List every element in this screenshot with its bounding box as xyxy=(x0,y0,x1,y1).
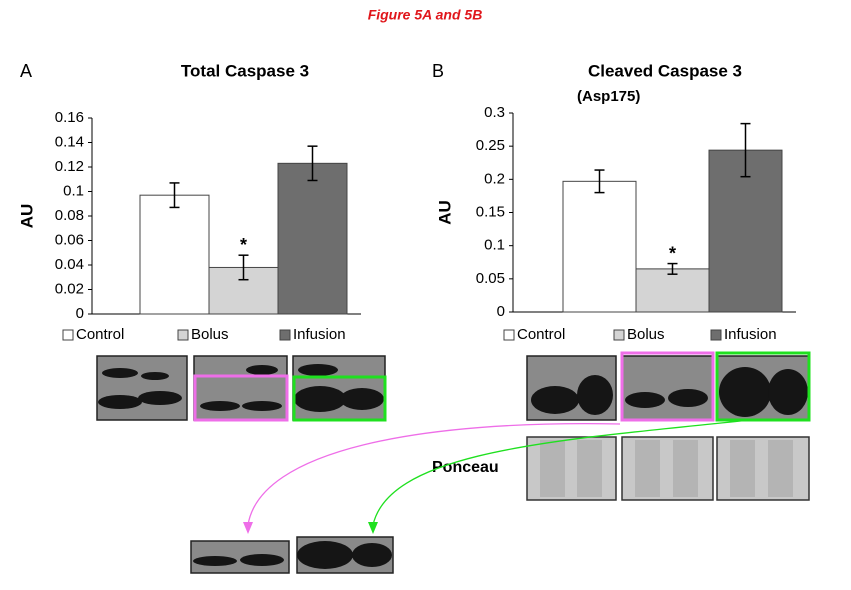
blot-detail xyxy=(190,536,394,574)
y-tick-label: 0.1 xyxy=(484,237,505,254)
chart-title: Cleaved Caspase 3 xyxy=(588,61,742,80)
y-tick-label: 0 xyxy=(497,303,505,320)
panel-letter: B xyxy=(432,61,444,81)
blot-a xyxy=(96,355,387,422)
significance-marker: * xyxy=(669,243,676,263)
y-tick-label: 0.02 xyxy=(55,280,84,297)
error-bar xyxy=(169,182,180,209)
y-tick-label: 0.04 xyxy=(55,256,84,273)
error-bar xyxy=(307,145,318,182)
y-tick-label: 0.14 xyxy=(55,133,84,150)
bar xyxy=(139,194,210,315)
error-bar xyxy=(238,254,249,281)
error-bar xyxy=(740,122,751,178)
legend-swatch xyxy=(503,329,515,341)
legend-label: Infusion xyxy=(293,326,346,343)
error-bar xyxy=(667,262,678,275)
legend-label: Infusion xyxy=(724,326,777,343)
y-tick-label: 0.3 xyxy=(484,104,505,121)
bar xyxy=(562,180,637,313)
bar xyxy=(635,268,710,313)
y-tick-label: 0.16 xyxy=(55,109,84,126)
figure-title: Figure 5A and 5B xyxy=(368,7,483,23)
chart-subtitle: (Asp175) xyxy=(577,88,640,105)
legend-label: Bolus xyxy=(191,326,229,343)
legend-swatch xyxy=(710,329,722,341)
chart-title: Total Caspase 3 xyxy=(181,61,309,80)
legend-swatch xyxy=(613,329,625,341)
legend-swatch xyxy=(279,329,291,341)
y-tick-label: 0.2 xyxy=(484,170,505,187)
y-tick-label: 0.06 xyxy=(55,231,84,248)
bar xyxy=(277,162,348,315)
legend-label: Control xyxy=(76,326,124,343)
y-tick-label: 0.25 xyxy=(476,137,505,154)
y-tick-label: 0.05 xyxy=(476,270,505,287)
panel-letter: A xyxy=(20,61,32,81)
blot-b xyxy=(526,351,811,501)
y-tick-label: 0.1 xyxy=(63,182,84,199)
y-tick-label: 0 xyxy=(76,305,84,322)
y-axis-label: AU xyxy=(435,200,454,225)
y-tick-label: 0.12 xyxy=(55,158,84,175)
significance-marker: * xyxy=(240,235,247,255)
legend-label: Control xyxy=(517,326,565,343)
y-tick-label: 0.15 xyxy=(476,203,505,220)
legend-swatch xyxy=(62,329,74,341)
legend-swatch xyxy=(177,329,189,341)
blot-label: Ponceau xyxy=(432,459,499,476)
arrows xyxy=(243,419,751,534)
error-bar xyxy=(594,169,605,194)
y-axis-label: AU xyxy=(17,204,36,229)
y-tick-label: 0.08 xyxy=(55,207,84,224)
legend-label: Bolus xyxy=(627,326,665,343)
